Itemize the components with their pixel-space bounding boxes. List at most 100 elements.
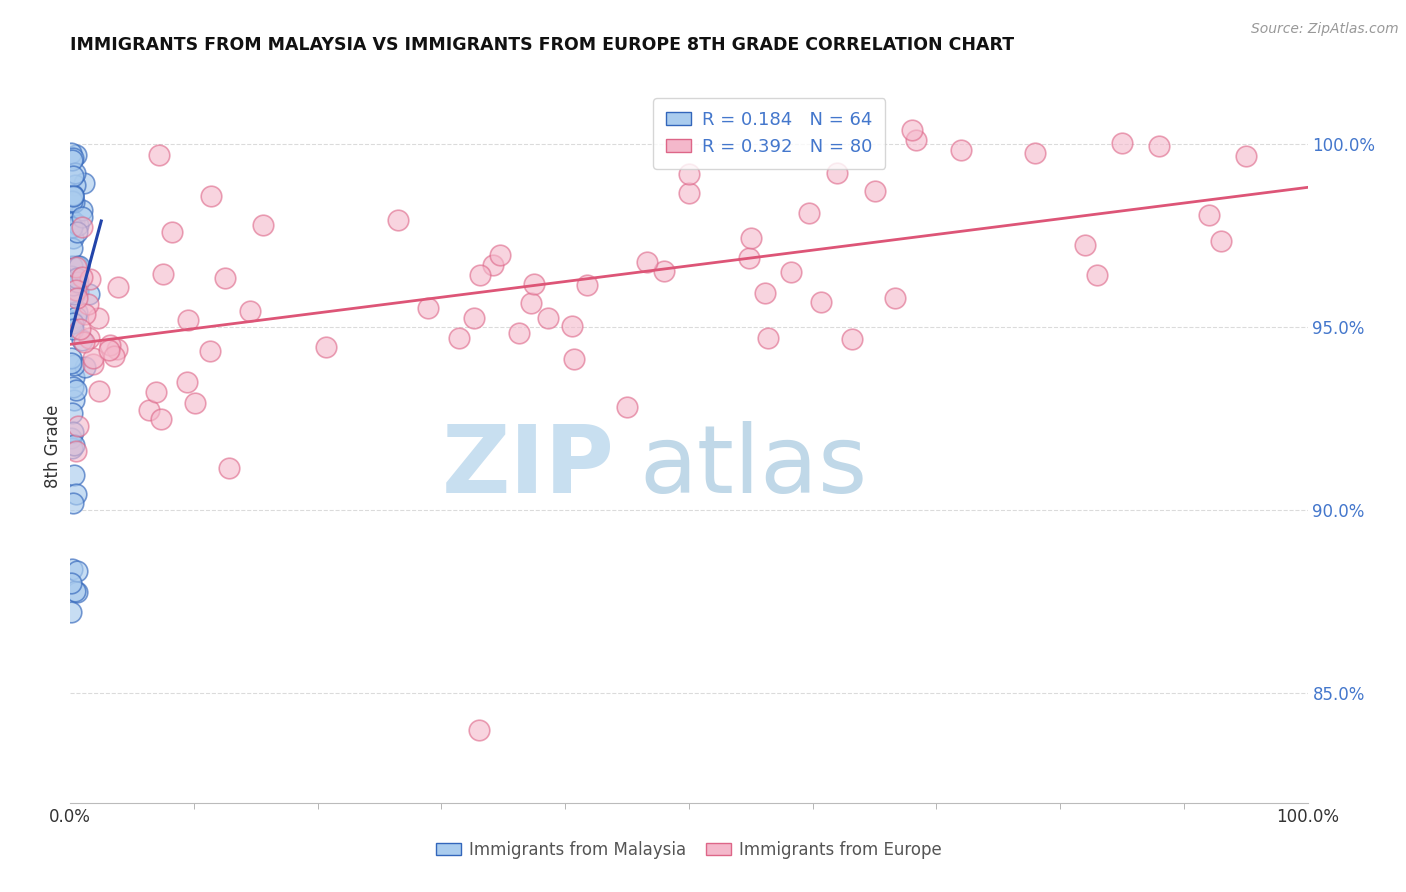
Legend: Immigrants from Malaysia, Immigrants from Europe: Immigrants from Malaysia, Immigrants fro… bbox=[429, 835, 949, 866]
Point bbox=[62, 189, 84, 203]
Point bbox=[65, 444, 87, 458]
Point bbox=[63, 166, 86, 180]
Point bbox=[636, 255, 658, 269]
Point bbox=[63, 392, 86, 407]
Point bbox=[239, 303, 262, 318]
Point bbox=[416, 301, 439, 315]
Point bbox=[60, 406, 83, 420]
Point bbox=[1198, 209, 1220, 223]
Point bbox=[62, 438, 84, 452]
Point bbox=[62, 322, 84, 336]
Point bbox=[62, 188, 84, 202]
Point bbox=[65, 486, 87, 500]
Point bbox=[63, 583, 86, 598]
Point bbox=[754, 286, 776, 301]
Point bbox=[59, 211, 82, 226]
Point bbox=[73, 307, 96, 321]
Point bbox=[60, 146, 83, 161]
Point bbox=[70, 333, 93, 347]
Point bbox=[63, 275, 86, 289]
Point bbox=[468, 268, 491, 283]
Point bbox=[82, 351, 104, 365]
Point bbox=[738, 251, 761, 265]
Point bbox=[183, 396, 205, 410]
Point bbox=[198, 344, 221, 359]
Point bbox=[508, 326, 530, 340]
Point bbox=[66, 225, 89, 239]
Point bbox=[62, 369, 84, 384]
Point bbox=[77, 297, 100, 311]
Point bbox=[89, 384, 111, 398]
Text: Source: ZipAtlas.com: Source: ZipAtlas.com bbox=[1251, 22, 1399, 37]
Point bbox=[678, 186, 700, 201]
Point bbox=[60, 194, 83, 208]
Point bbox=[537, 311, 560, 326]
Point bbox=[66, 291, 89, 305]
Point bbox=[176, 376, 198, 390]
Y-axis label: 8th Grade: 8th Grade bbox=[44, 404, 62, 488]
Point bbox=[59, 285, 82, 299]
Point bbox=[60, 441, 83, 455]
Text: ZIP: ZIP bbox=[441, 421, 614, 514]
Point bbox=[148, 148, 170, 162]
Point bbox=[70, 203, 93, 218]
Point bbox=[66, 260, 89, 274]
Point bbox=[575, 278, 598, 293]
Point bbox=[65, 383, 87, 397]
Point bbox=[62, 287, 84, 301]
Point bbox=[1209, 234, 1232, 248]
Point bbox=[66, 275, 89, 289]
Point bbox=[1024, 145, 1046, 160]
Point bbox=[740, 231, 762, 245]
Point bbox=[1111, 136, 1133, 151]
Point bbox=[678, 167, 700, 181]
Point bbox=[59, 606, 82, 620]
Point bbox=[145, 384, 167, 399]
Point bbox=[69, 322, 91, 336]
Point bbox=[63, 358, 86, 372]
Point bbox=[70, 210, 93, 224]
Point bbox=[1147, 139, 1170, 153]
Point bbox=[62, 496, 84, 510]
Point bbox=[60, 268, 83, 283]
Point bbox=[62, 379, 84, 393]
Point bbox=[863, 184, 886, 198]
Point bbox=[810, 295, 832, 310]
Point bbox=[66, 284, 89, 298]
Point bbox=[105, 343, 128, 357]
Point bbox=[65, 271, 87, 285]
Point bbox=[62, 153, 84, 167]
Point bbox=[562, 351, 585, 366]
Point bbox=[62, 231, 84, 245]
Point bbox=[73, 335, 96, 350]
Point bbox=[904, 133, 927, 147]
Point bbox=[82, 357, 104, 371]
Point bbox=[62, 151, 84, 165]
Point bbox=[447, 331, 470, 345]
Point bbox=[107, 280, 129, 294]
Point bbox=[75, 359, 97, 374]
Point bbox=[60, 220, 83, 235]
Point bbox=[62, 425, 84, 439]
Point bbox=[79, 271, 101, 285]
Point bbox=[1074, 238, 1097, 252]
Text: atlas: atlas bbox=[640, 421, 868, 514]
Point bbox=[520, 296, 543, 310]
Point bbox=[66, 564, 89, 578]
Point bbox=[72, 220, 94, 235]
Point bbox=[481, 258, 503, 272]
Text: IMMIGRANTS FROM MALAYSIA VS IMMIGRANTS FROM EUROPE 8TH GRADE CORRELATION CHART: IMMIGRANTS FROM MALAYSIA VS IMMIGRANTS F… bbox=[70, 36, 1014, 54]
Point bbox=[1234, 149, 1257, 163]
Point bbox=[62, 194, 84, 209]
Point bbox=[59, 314, 82, 328]
Point bbox=[827, 166, 849, 180]
Point bbox=[200, 188, 222, 202]
Point bbox=[60, 259, 83, 273]
Point bbox=[77, 287, 100, 301]
Point bbox=[65, 283, 87, 297]
Point bbox=[62, 189, 84, 203]
Point bbox=[60, 351, 83, 365]
Point bbox=[66, 419, 89, 434]
Point bbox=[900, 122, 922, 136]
Point bbox=[467, 723, 489, 737]
